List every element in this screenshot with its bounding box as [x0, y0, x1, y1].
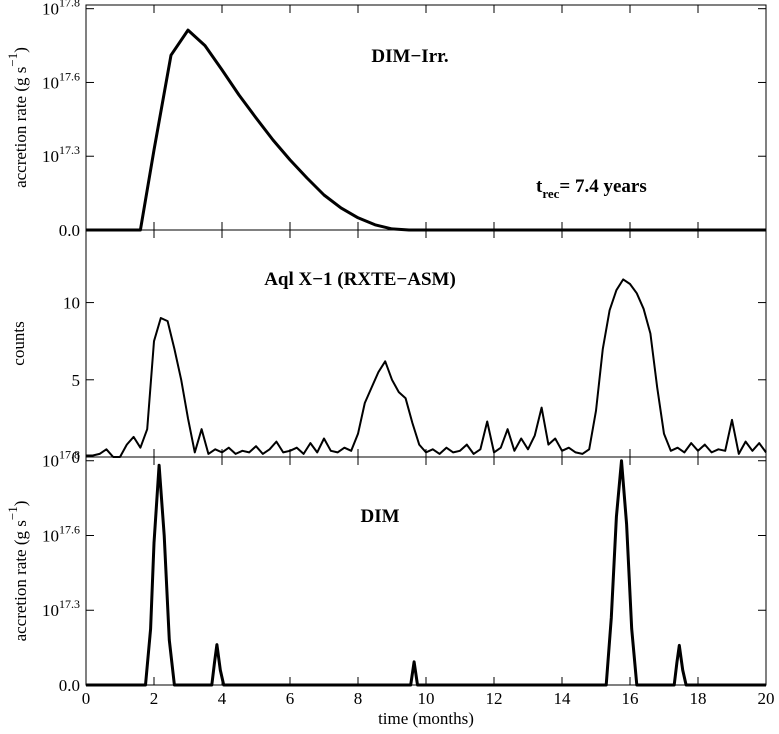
y-tick-label: 1017.3	[42, 143, 80, 166]
y-label-sup: −1	[5, 506, 20, 520]
tick-base: 10	[42, 73, 59, 92]
y-label-end: )	[11, 501, 30, 507]
data-line	[86, 278, 767, 458]
annotation: Aql X−1 (RXTE−ASM)	[264, 269, 456, 290]
y-tick-label: 1017.3	[42, 597, 80, 620]
annotation-text: Aql X−1 (RXTE−ASM)	[264, 269, 456, 290]
annotation: DIM−Irr.	[371, 46, 448, 67]
annotation-text: DIM	[360, 506, 399, 527]
tick-exponent: 17.3	[59, 143, 80, 157]
x-tick-label: 14	[554, 689, 572, 708]
tick-exponent: 17.8	[59, 0, 80, 10]
data-line	[86, 459, 766, 687]
x-tick-label: 18	[690, 689, 707, 708]
y-label-sup: −1	[5, 53, 20, 67]
x-tick-label: 12	[486, 689, 503, 708]
data-line	[86, 28, 766, 232]
panel-frame	[85, 456, 767, 686]
annotation-rest: = 7.4 years	[559, 176, 646, 197]
tick-base: 10	[42, 452, 59, 471]
annotation: DIM	[360, 506, 399, 527]
tick-exponent: 17.6	[59, 522, 80, 536]
y-tick-label: 10	[63, 294, 80, 313]
x-tick-label: 6	[286, 689, 295, 708]
x-tick-label: 20	[758, 689, 775, 708]
annotation-text: t	[536, 176, 543, 197]
annotation: trec= 7.4 years	[536, 176, 647, 201]
x-axis-label: time (months)	[378, 709, 474, 728]
tick-base: 10	[42, 526, 59, 545]
x-tick-label: 16	[622, 689, 639, 708]
y-tick-label: 1017.6	[42, 69, 80, 92]
y-tick-label: 0.0	[59, 221, 80, 240]
y-tick-label: 1017.8	[42, 448, 80, 471]
y-axis-label: accretion rate (g s−1)	[5, 501, 30, 642]
tick-base: 10	[42, 147, 59, 166]
x-tick-label: 8	[354, 689, 363, 708]
y-label-end: )	[11, 47, 30, 53]
y-tick-label: 1017.8	[42, 0, 80, 19]
y-axis-label: accretion rate (g s−1)	[5, 47, 30, 188]
y-tick-label: 0.0	[59, 676, 80, 695]
y-axis-label: counts	[9, 321, 28, 365]
tick-exponent: 17.8	[59, 448, 80, 462]
tick-base: 10	[42, 601, 59, 620]
x-tick-label: 4	[218, 689, 227, 708]
x-tick-label: 0	[82, 689, 91, 708]
y-tick-label: 1017.6	[42, 522, 80, 545]
y-label-text: accretion rate (g s	[11, 520, 30, 641]
y-label-text: accretion rate (g s	[11, 67, 30, 188]
annotation-sub: rec	[542, 186, 559, 201]
y-tick-label: 0	[72, 448, 81, 467]
annotation-text: DIM−Irr.	[371, 46, 448, 67]
y-label-text: counts	[9, 321, 28, 365]
x-tick-label: 10	[418, 689, 435, 708]
tick-base: 10	[42, 0, 59, 19]
y-tick-label: 5	[72, 371, 81, 390]
tick-exponent: 17.3	[59, 597, 80, 611]
x-tick-label: 2	[150, 689, 159, 708]
tick-exponent: 17.6	[59, 69, 80, 83]
